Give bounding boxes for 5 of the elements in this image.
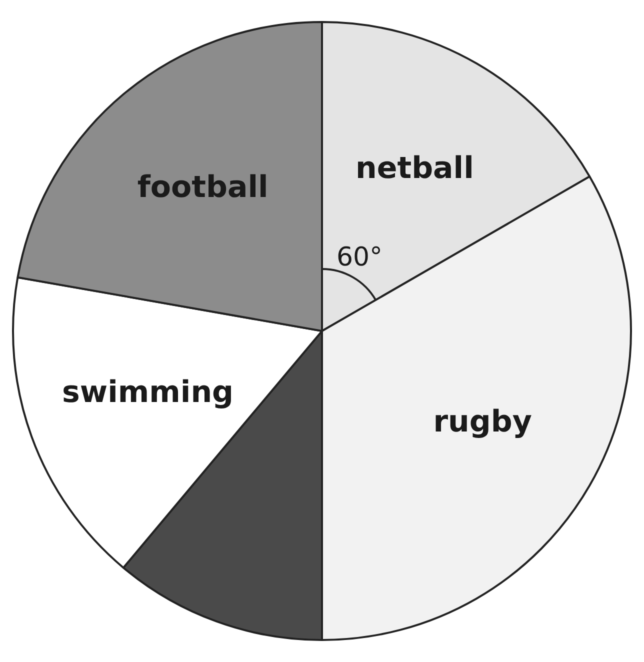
slice-label: football: [137, 170, 268, 205]
slice-label: rugby: [433, 404, 532, 440]
data-label: 60°: [336, 242, 383, 272]
slice-label: netball: [356, 151, 474, 186]
slice-label: swimming: [62, 375, 234, 410]
